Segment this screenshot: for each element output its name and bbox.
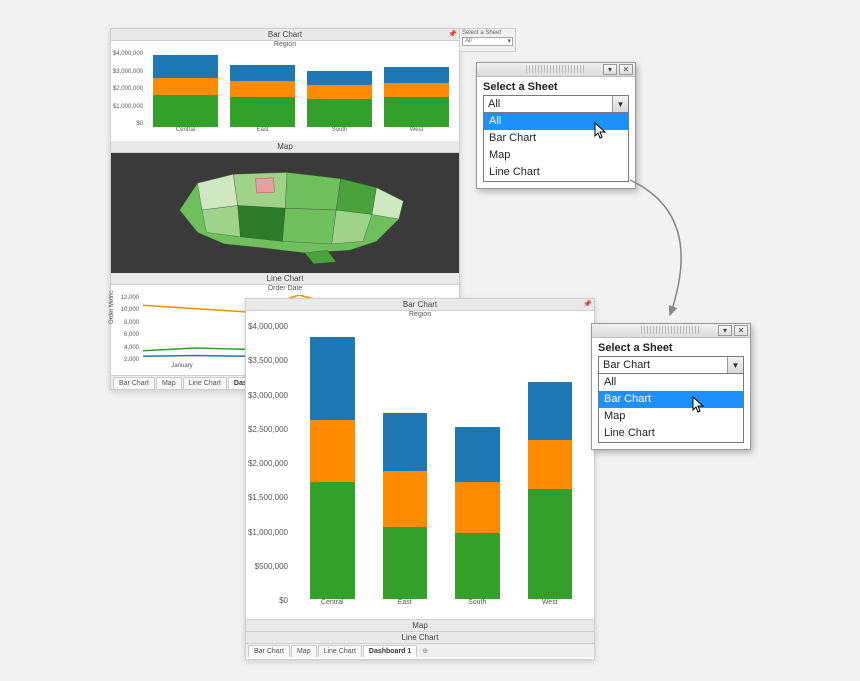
sheet-selector-bottom: ▾ ✕ Select a Sheet Bar Chart ▼ AllBar Ch…	[591, 323, 751, 450]
line-chart-title: Line Chart	[267, 274, 304, 283]
selector-titlebar[interactable]: ▾ ✕	[477, 63, 635, 77]
sheet-tab[interactable]: Map	[291, 645, 317, 657]
large-bar-area: $4,000,000$3,500,000$3,000,000$2,500,000…	[246, 319, 594, 619]
selector-title: Select a Sheet	[477, 77, 635, 95]
grip-icon	[526, 65, 586, 73]
sheet-tab[interactable]: Bar Chart	[113, 377, 155, 389]
bar-chart-area: $4,000,000$3,000,000$2,000,000$1,000,000…	[111, 49, 459, 141]
bar-chart-panel: Bar Chart 📌 Region $4,000,000$3,000,000$…	[111, 29, 459, 141]
large-bar-chart-panel: Bar Chart 📌 Region $4,000,000$3,500,000$…	[246, 299, 594, 619]
close-icon[interactable]: ✕	[734, 325, 748, 336]
sheet-combo[interactable]: All ▼	[483, 95, 629, 113]
sheet-dropdown: AllBar ChartMapLine Chart	[483, 113, 629, 182]
bar-plot	[147, 51, 455, 127]
dropdown-option[interactable]: All	[484, 113, 628, 130]
sheet-dropdown: AllBar ChartMapLine Chart	[598, 374, 744, 443]
grip-icon	[641, 326, 701, 334]
large-bar-header: Bar Chart 📌	[246, 299, 594, 311]
line-y-axis: 12,00010,0008,0006,0004,0002,000	[111, 295, 141, 363]
sheet-selector-top: ▾ ✕ Select a Sheet All ▼ AllBar ChartMap…	[476, 62, 636, 189]
sheet-combo[interactable]: Bar Chart ▼	[598, 356, 744, 374]
bar-column[interactable]	[378, 51, 455, 127]
large-bar-y-axis: $4,000,000$3,500,000$3,000,000$2,500,000…	[246, 319, 292, 605]
bar-column[interactable]	[514, 323, 587, 599]
dashboard-bar-only: Bar Chart 📌 Region $4,000,000$3,500,000$…	[245, 298, 595, 660]
attached-sheet-selector[interactable]: Select a Sheet All	[460, 28, 516, 52]
chevron-down-icon[interactable]: ▼	[612, 96, 628, 112]
dropdown-option[interactable]: Map	[599, 408, 743, 425]
us-map	[111, 153, 459, 273]
add-sheet-icon[interactable]: ⊕	[418, 647, 432, 655]
pin-icon[interactable]: 📌	[448, 30, 457, 38]
bar-chart-title: Bar Chart	[268, 30, 302, 39]
map-title: Map	[277, 142, 293, 151]
filter-icon[interactable]: ▾	[718, 325, 732, 336]
attached-selector-value: All	[463, 38, 472, 44]
close-icon[interactable]: ✕	[619, 64, 633, 75]
bar-y-axis: $4,000,000$3,000,000$2,000,000$1,000,000…	[111, 49, 145, 127]
filter-icon[interactable]: ▾	[603, 64, 617, 75]
line-collapsed-label[interactable]: Line Chart	[246, 631, 594, 643]
map-panel: Map	[111, 141, 459, 273]
sheet-tabs-large: Bar ChartMapLine ChartDashboard 1⊕	[246, 643, 594, 657]
pin-icon[interactable]: 📌	[583, 300, 592, 308]
large-bar-plot	[296, 323, 586, 599]
sheet-tab[interactable]: Map	[156, 377, 182, 389]
sheet-tab[interactable]: Line Chart	[318, 645, 362, 657]
attached-selector-combo[interactable]: All	[462, 37, 513, 46]
combo-value: All	[484, 98, 612, 110]
bar-column[interactable]	[296, 323, 369, 599]
map-body[interactable]	[111, 153, 459, 273]
dropdown-option[interactable]: Map	[484, 147, 628, 164]
flow-arrow-icon	[610, 175, 730, 325]
sheet-tab[interactable]: Bar Chart	[248, 645, 290, 657]
bar-column[interactable]	[224, 51, 301, 127]
combo-value: Bar Chart	[599, 359, 727, 371]
chevron-down-icon[interactable]: ▼	[727, 357, 743, 373]
bar-chart-subtitle: Region	[111, 41, 459, 49]
bar-column[interactable]	[147, 51, 224, 127]
line-chart-subtitle: Order Date	[111, 285, 459, 293]
map-collapsed-label[interactable]: Map	[246, 619, 594, 631]
sheet-tab[interactable]: Dashboard 1	[363, 645, 417, 657]
attached-selector-label: Select a Sheet	[462, 30, 501, 36]
dropdown-option[interactable]: Line Chart	[484, 164, 628, 181]
dropdown-option[interactable]: Bar Chart	[599, 391, 743, 408]
selector-title: Select a Sheet	[592, 338, 750, 356]
dropdown-option[interactable]: All	[599, 374, 743, 391]
bar-column[interactable]	[301, 51, 378, 127]
dropdown-option[interactable]: Line Chart	[599, 425, 743, 442]
dropdown-option[interactable]: Bar Chart	[484, 130, 628, 147]
map-header: Map	[111, 141, 459, 153]
large-bar-x-axis: CentralEastSouthWest	[296, 599, 586, 619]
bar-column[interactable]	[441, 323, 514, 599]
large-bar-subtitle: Region	[246, 311, 594, 319]
sheet-tab[interactable]: Line Chart	[183, 377, 227, 389]
bar-chart-header: Bar Chart 📌	[111, 29, 459, 41]
selector-titlebar[interactable]: ▾ ✕	[592, 324, 750, 338]
bar-x-axis: CentralEastSouthWest	[147, 127, 455, 141]
line-chart-header: Line Chart	[111, 273, 459, 285]
large-bar-title: Bar Chart	[403, 300, 437, 309]
bar-column[interactable]	[369, 323, 442, 599]
